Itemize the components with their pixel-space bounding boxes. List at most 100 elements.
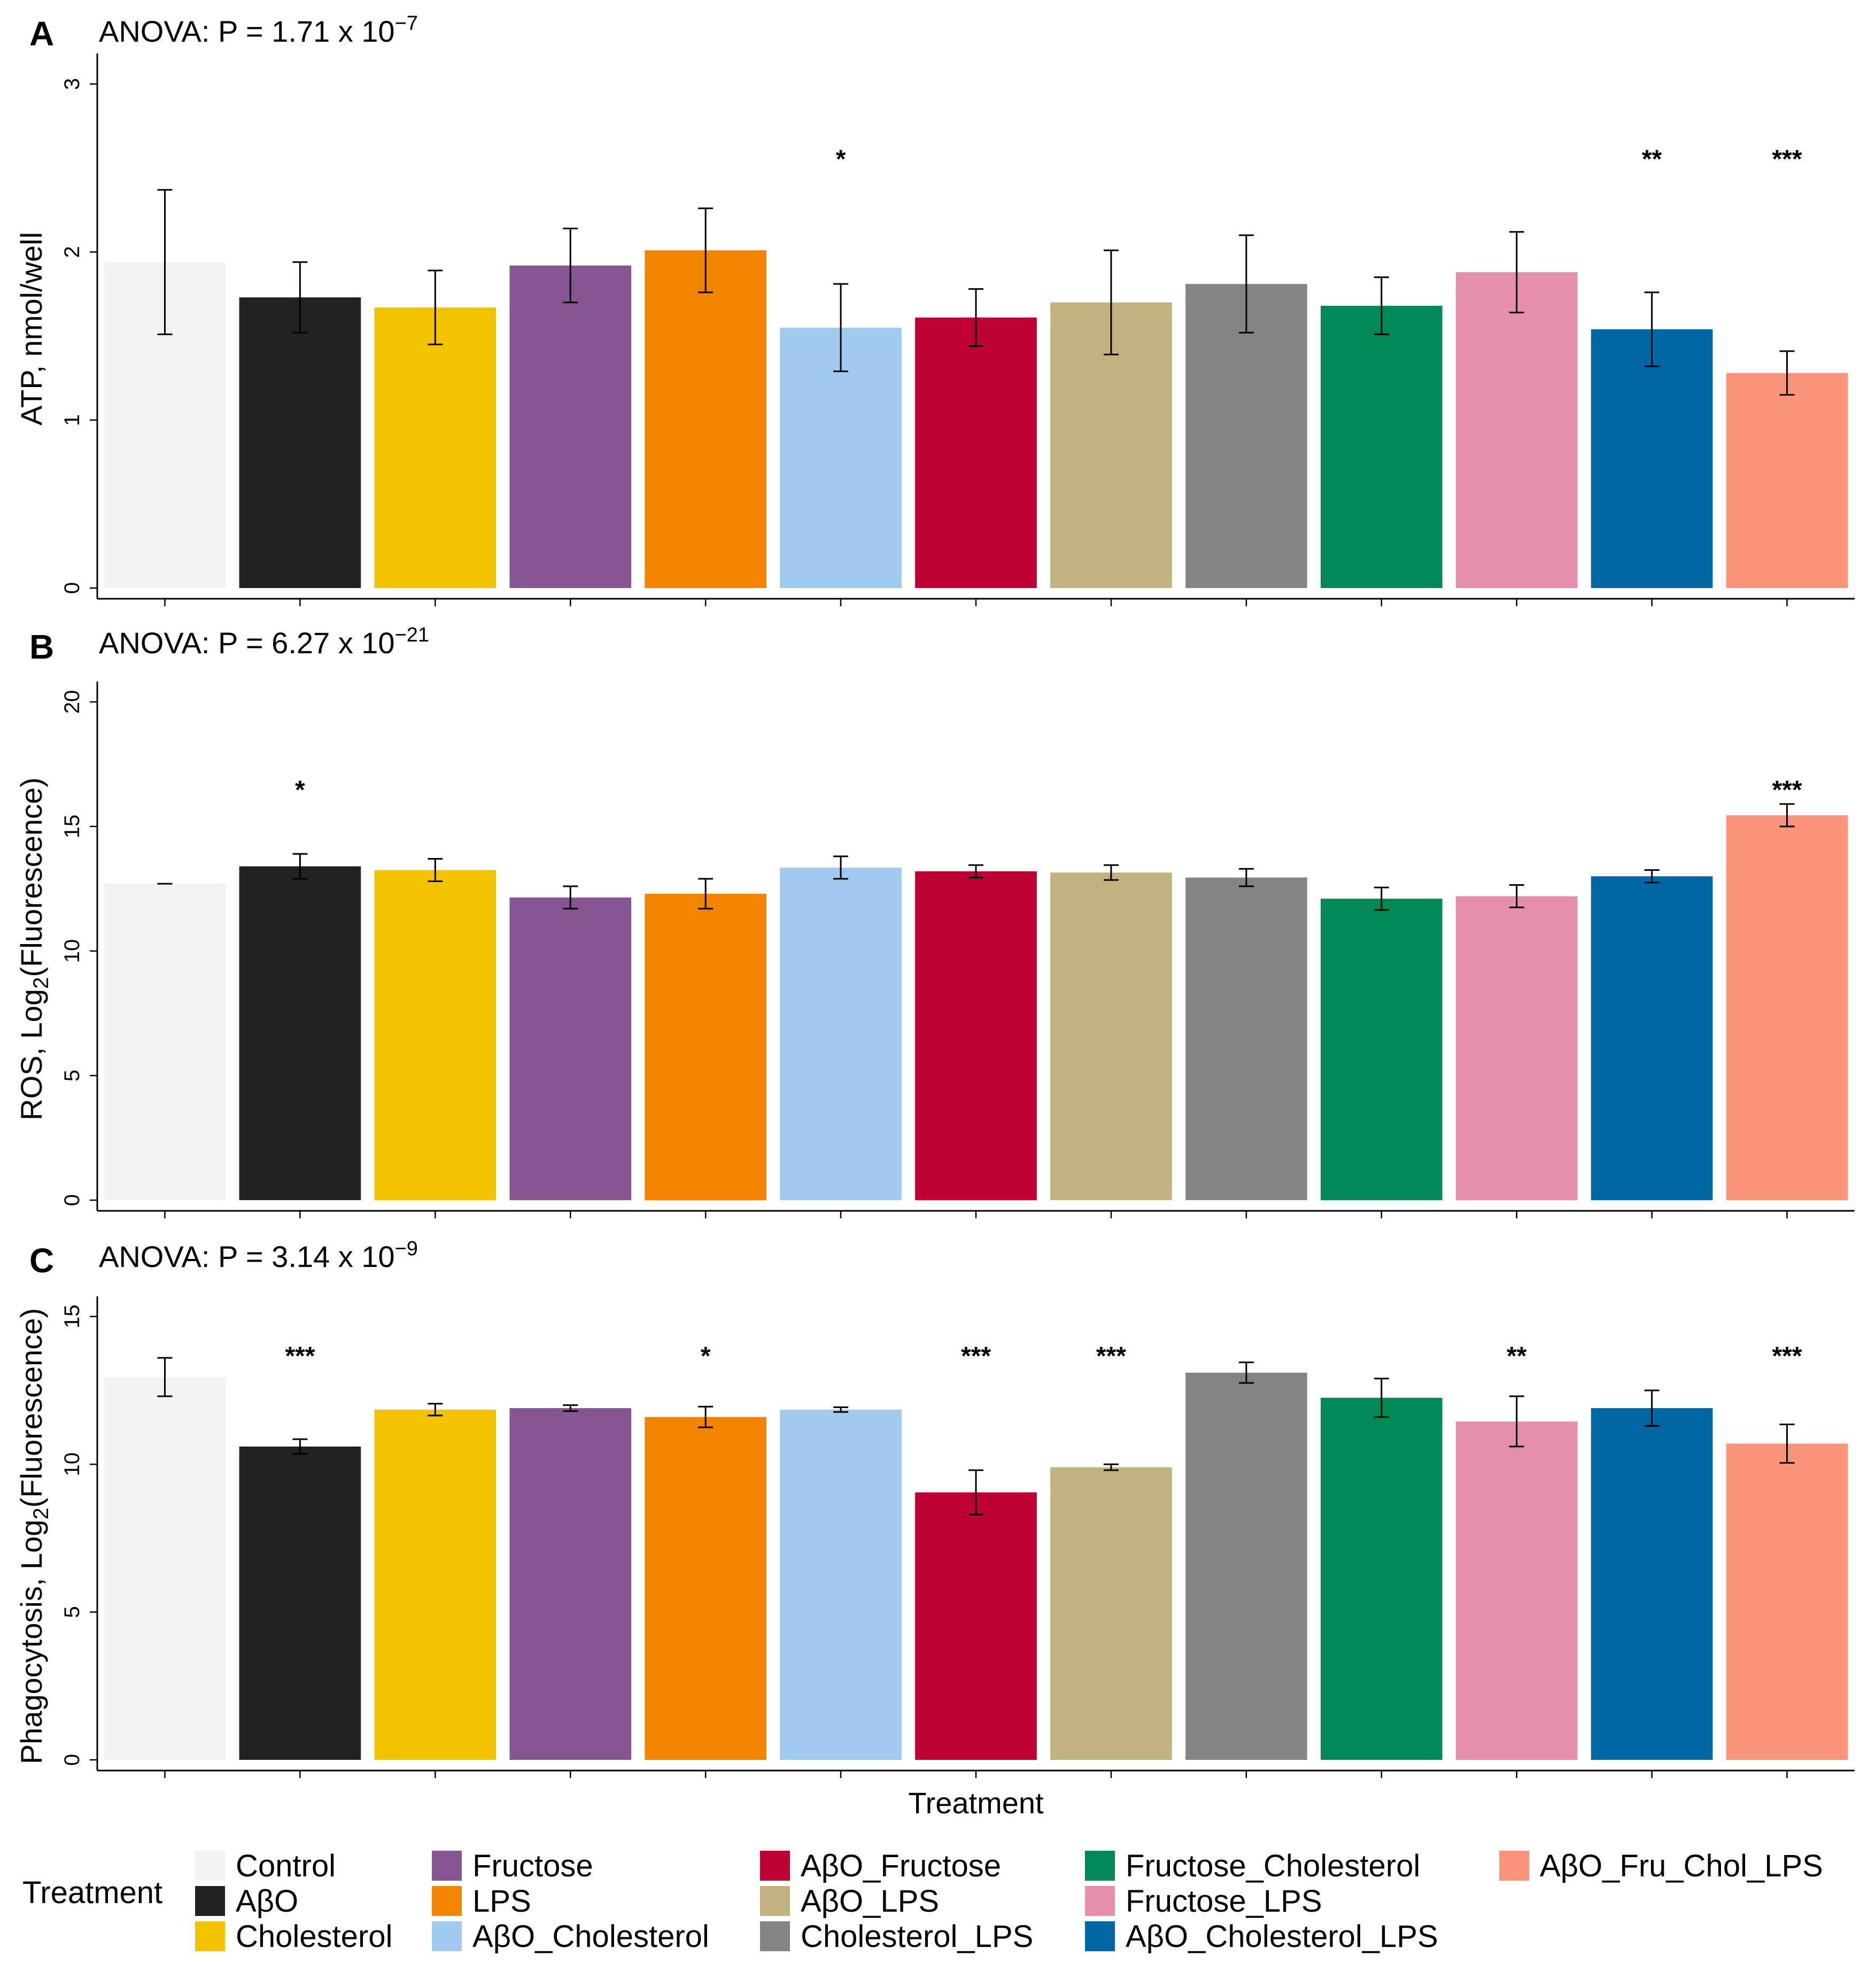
y-tick-label: 0 [60,1754,84,1766]
bar-aβo_fructose [915,318,1037,588]
bar-aβo_lps [1050,1467,1172,1760]
significance-mark: * [701,1342,711,1370]
legend-title: Treatment [22,1875,162,1910]
bar-aβo_cholesterol_lps [1591,329,1713,588]
significance-mark: * [295,776,305,804]
anova-title: ANOVA: P = 6.27 x 10−21 [99,624,429,660]
bar-fructose [509,265,632,589]
legend-label: AβO_Fructose [801,1849,1001,1883]
bar-fructose [509,1408,632,1760]
y-tick-label: 20 [60,690,84,714]
bar-aβo_fru_chol_lps [1726,815,1848,1200]
y-axis-label: ATP, nmol/well [14,232,48,426]
anova-exponent: −7 [395,12,418,35]
bar-control [104,884,226,1200]
legend-label: Control [236,1849,336,1883]
legend-item: LPS [432,1884,531,1919]
bar-aβo [239,297,361,588]
panel-letter: C [29,1241,54,1280]
anova-exponent: −9 [395,1238,418,1260]
legend-item: AβO_Cholesterol [432,1919,709,1954]
legend-item: Fructose_LPS [1085,1884,1322,1919]
bar-fructose_cholesterol [1320,1397,1443,1760]
legend-item: AβO [195,1884,298,1919]
bar-cholesterol [374,307,497,588]
legend-label: LPS [472,1884,531,1919]
bar-aβo_fructose [915,1492,1037,1760]
panel-a: A ANOVA: P = 1.71 x 10−7 0 1 2 3 ATP, nmol/wel… [14,12,1855,606]
bar-aβo_cholesterol [780,1409,902,1760]
y-tick-label: 5 [60,1070,84,1081]
significance-mark: *** [1096,1342,1126,1370]
y-tick-label: 5 [60,1606,84,1618]
bar-fructose_cholesterol [1320,306,1443,588]
bar-cholesterol [374,1409,497,1760]
y-tick-label: 3 [60,78,84,90]
bar-aβo_fru_chol_lps [1726,373,1848,588]
bar-cholesterol [374,870,497,1200]
panel-b: B ANOVA: P = 6.27 x 10−21 0 5 10 15 20 ROS, Log… [14,624,1855,1218]
y-axis-label-text: ATP, nmol/well [14,232,48,426]
y-tick-label: 10 [60,1452,84,1477]
bar-lps [645,893,766,1200]
legend-swatch [1085,1851,1115,1881]
legend-swatch [760,1886,790,1916]
significance-mark: ** [1642,145,1662,174]
legend-item: Cholesterol_LPS [760,1919,1033,1954]
legend-swatch [1085,1921,1115,1951]
legend-label: AβO [236,1884,298,1919]
legend-label: Cholesterol_LPS [801,1919,1033,1954]
legend-swatch [1499,1851,1529,1881]
legend-item: Control [195,1849,336,1883]
anova-title: ANOVA: P = 3.14 x 10−9 [99,1238,418,1273]
legend-item: Fructose_Cholesterol [1085,1849,1420,1883]
x-axis-label: Treatment [908,1786,1044,1820]
y-tick-label: 15 [60,815,84,839]
legend-label: Fructose_Cholesterol [1126,1849,1420,1883]
y-axis-label-text: Phagocytosis, Log [14,1520,48,1765]
legend-swatch [1085,1886,1115,1916]
legend-label: Cholesterol [236,1919,392,1954]
bar-aβo_cholesterol [780,867,902,1200]
bar-aβo_cholesterol_lps [1591,1408,1713,1760]
bar-aβo_fru_chol_lps [1726,1443,1848,1760]
significance-mark: *** [285,1342,315,1370]
legend-swatch [432,1921,462,1951]
significance-mark: *** [1772,1342,1802,1370]
significance-mark: ** [1507,1342,1527,1370]
legend-item: Fructose [432,1849,593,1883]
bar-cholesterol_lps [1185,877,1307,1200]
anova-title-text: ANOVA: P = 6.27 x 10 [99,626,395,660]
y-tick-label: 10 [60,939,84,963]
significance-mark: *** [1772,145,1802,174]
significance-mark: *** [1772,776,1802,804]
bar-aβo [239,866,361,1200]
bar-fructose_cholesterol [1320,899,1443,1200]
anova-title: ANOVA: P = 1.71 x 10−7 [99,12,418,48]
bar-cholesterol_lps [1185,284,1307,588]
panel-c: C ANOVA: P = 3.14 x 10−9 0 5 10 15 Phagocytosi… [14,1238,1855,1820]
bar-cholesterol_lps [1185,1372,1307,1760]
legend-label: Fructose_LPS [1126,1884,1322,1919]
bar-lps [645,1417,766,1760]
bar-fructose_lps [1455,272,1578,589]
bar-aβo_fructose [915,871,1037,1200]
significance-mark: * [836,145,846,174]
legend-swatch [760,1921,790,1951]
legend-swatch [432,1886,462,1916]
legend-swatch [195,1851,225,1881]
legend-swatch [195,1921,225,1951]
y-tick-label: 0 [60,1194,84,1206]
legend-item: AβO_LPS [760,1884,939,1919]
y-axis-label-text: ROS, Log [14,989,48,1120]
legend-item: AβO_Cholesterol_LPS [1085,1919,1438,1954]
legend-item: AβO_Fru_Chol_LPS [1499,1849,1823,1883]
bar-control [104,1377,226,1760]
legend-label: AβO_LPS [801,1884,939,1919]
bar-aβo_lps [1050,872,1172,1200]
legend-label: AβO_Cholesterol [472,1919,709,1954]
y-tick-label: 15 [60,1304,84,1328]
y-axis-label-subscript: 2 [29,1508,53,1519]
significance-mark: *** [961,1342,991,1370]
